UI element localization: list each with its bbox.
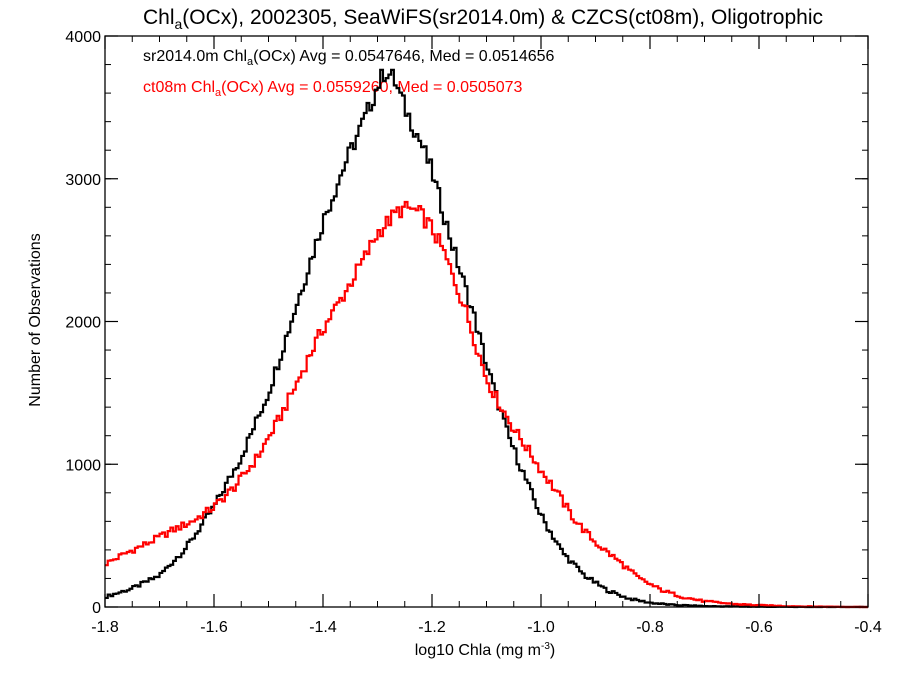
legend-1-part-1: sr2014.0m Chl	[143, 48, 247, 65]
x-tick-label-0: -1.8	[91, 619, 119, 636]
legend-2-part-1: ct08m Chl	[143, 79, 215, 96]
x-tick-label-2: -1.4	[309, 619, 337, 636]
series-1-histogram	[105, 68, 868, 609]
legend-2-part-2: (OCx) Avg = 0.0559260, Med = 0.0505073	[221, 79, 522, 96]
y-axis-label: Number of Observations	[27, 233, 44, 406]
y-tick-label-4: 4000	[65, 29, 101, 46]
title-subscript: a	[175, 16, 183, 32]
chart-marks: -1.8 -1.6 -1.4 -1.2 -1.0 -0.8 -0.6 -0.4 0 1000 200…	[65, 29, 881, 636]
x-tick-label-1: -1.6	[200, 619, 228, 636]
legend-2-subscript: a	[215, 87, 222, 99]
y-tick-label-1: 1000	[65, 457, 101, 474]
x-label-part-2: )	[550, 642, 555, 659]
series-2-histogram	[105, 200, 868, 609]
x-tick-label-7: -0.4	[854, 619, 882, 636]
legend-1-part-2: (OCx) Avg = 0.0547646, Med = 0.0514656	[253, 48, 554, 65]
chart-title: Chla(OCx), 2002305, SeaWiFS(sr2014.0m) &…	[143, 6, 823, 32]
x-label-part-1: log10 Chla (mg m	[415, 642, 541, 659]
y-tick-label-3: 3000	[65, 172, 101, 189]
legend-entry-sr2014: sr2014.0m Chla(OCx) Avg = 0.0547646, Med…	[143, 48, 555, 68]
legend-entry-ct08m: ct08m Chla(OCx) Avg = 0.0559260, Med = 0…	[143, 79, 523, 99]
x-tick-label-3: -1.2	[418, 619, 446, 636]
title-part-1: Chl	[143, 6, 175, 29]
x-axis-label: log10 Chla (mg m-3)	[415, 641, 556, 659]
x-tick-label-6: -0.6	[745, 619, 773, 636]
title-part-2: (OCx), 2002305, SeaWiFS(sr2014.0m) & CZC…	[182, 6, 823, 29]
x-tick-label-4: -1.0	[527, 619, 555, 636]
plot-frame	[104, 35, 869, 608]
x-tick-label-5: -0.8	[636, 619, 664, 636]
y-tick-label-0: 0	[92, 600, 101, 617]
x-label-superscript: -3	[541, 641, 550, 652]
y-tick-label-2: 2000	[65, 315, 101, 332]
legend-1-subscript: a	[247, 56, 254, 68]
